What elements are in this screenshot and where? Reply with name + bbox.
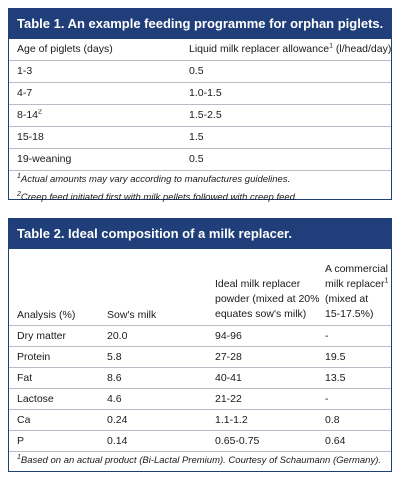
table2-row: Fat 8.6 40-41 13.5: [9, 368, 391, 389]
table1-note-1: 1Actual amounts may vary according to ma…: [17, 172, 291, 185]
table2-cell-sow: 0.24: [107, 414, 128, 426]
milk-replacer-composition-table: Table 2. Ideal composition of a milk rep…: [8, 218, 392, 472]
table2-cell-analysis: Fat: [17, 372, 33, 384]
table2-cell-sow: 20.0: [107, 330, 128, 342]
table1-header-row: Age of piglets (days) Liquid milk replac…: [9, 39, 391, 61]
table1-note-2: 2Creep feed initiated first with milk pe…: [17, 190, 298, 203]
table1-cell-age: 19-weaning: [17, 153, 72, 165]
table2-header-commercial: A commercial milk replacer1 (mixed at 15…: [325, 263, 389, 320]
table1-header-age: Age of piglets (days): [17, 43, 113, 55]
table2-notes: 1Based on an actual product (Bi-Lactal P…: [9, 452, 391, 470]
table1-cell-allowance: 1.5: [189, 131, 204, 143]
table1-cell-age: 15-18: [17, 131, 44, 143]
table2-cell-analysis: P: [17, 435, 25, 447]
table1-cell-age: 4-7: [17, 87, 33, 99]
table1-title: Table 1. An example feeding programme fo…: [9, 9, 391, 39]
table2-row: Lactose 4.6 21-22 -: [9, 389, 391, 410]
table2-cell-commercial: -: [325, 393, 329, 405]
table2-note-1: 1Based on an actual product (Bi-Lactal P…: [17, 453, 382, 466]
table1-row: 15-18 1.5: [9, 127, 391, 149]
table1-cell-age: 8-142: [17, 109, 42, 121]
table1-cell-allowance: 0.5: [189, 153, 204, 165]
table2-cell-analysis: Protein: [17, 351, 51, 363]
table2-cell-commercial: 19.5: [325, 351, 346, 363]
table2-cell-commercial: 0.8: [325, 414, 340, 426]
table2-header-analysis: Analysis (%): [17, 309, 76, 321]
table1-row: 19-weaning 0.5: [9, 149, 391, 171]
table2-cell-analysis: Lactose: [17, 393, 54, 405]
table2-header-sow: Sow's milk: [107, 309, 157, 321]
table2-cell-ideal: 0.65-0.75: [215, 435, 260, 447]
table1-cell-allowance: 1.0-1.5: [189, 87, 222, 99]
table2-title: Table 2. Ideal composition of a milk rep…: [9, 219, 391, 249]
table1-header-allowance: Liquid milk replacer allowance1 (l/head/…: [189, 43, 392, 55]
table1-cell-allowance: 0.5: [189, 65, 204, 77]
table2-cell-ideal: 1.1-1.2: [215, 414, 248, 426]
table2-cell-ideal: 21-22: [215, 393, 242, 405]
table1-row: 4-7 1.0-1.5: [9, 83, 391, 105]
feeding-programme-table: Table 1. An example feeding programme fo…: [8, 8, 392, 203]
table1-notes: 1Actual amounts may vary according to ma…: [9, 171, 391, 207]
table2-cell-commercial: 0.64: [325, 435, 346, 447]
table2-cell-ideal: 27-28: [215, 351, 242, 363]
table1-row: 1-3 0.5: [9, 61, 391, 83]
table2-cell-sow: 0.14: [107, 435, 128, 447]
table2-row: P 0.14 0.65-0.75 0.64: [9, 431, 391, 452]
table2-cell-sow: 5.8: [107, 351, 122, 363]
table2-cell-ideal: 40-41: [215, 372, 242, 384]
table2-cell-ideal: 94-96: [215, 330, 242, 342]
table1-cell-age: 1-3: [17, 65, 33, 77]
table2-cell-analysis: Ca: [17, 414, 31, 426]
table2-cell-commercial: 13.5: [325, 372, 346, 384]
table1-row: 8-142 1.5-2.5: [9, 105, 391, 127]
table2-cell-commercial: -: [325, 330, 329, 342]
table2-row: Ca 0.24 1.1-1.2 0.8: [9, 410, 391, 431]
table2-cell-sow: 8.6: [107, 372, 122, 384]
table2-cell-analysis: Dry matter: [17, 330, 67, 342]
table2-cell-sow: 4.6: [107, 393, 122, 405]
table1-cell-allowance: 1.5-2.5: [189, 109, 222, 121]
table2-header-ideal: Ideal milk replacer powder (mixed at 20%…: [215, 278, 320, 320]
table2-row: Dry matter 20.0 94-96 -: [9, 326, 391, 347]
table2-row: Protein 5.8 27-28 19.5: [9, 347, 391, 368]
table2-header-row: Analysis (%) Sow's milk Ideal milk repla…: [9, 249, 391, 326]
